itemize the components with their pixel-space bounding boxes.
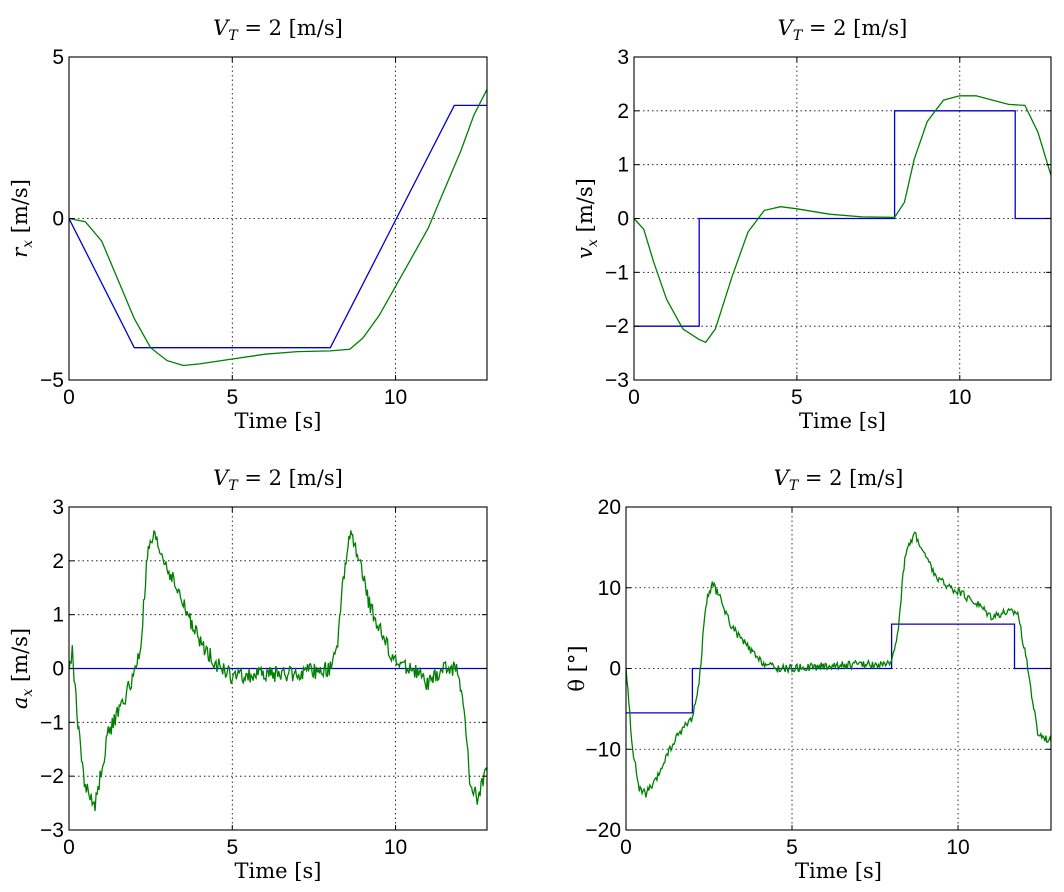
- x-axis-label: Time [s]: [235, 409, 322, 433]
- x-tick-label: 0: [63, 386, 75, 409]
- y-tick-label: −1: [40, 711, 64, 734]
- y-tick-label: 0: [617, 208, 629, 231]
- reference-series-line: [634, 110, 1051, 327]
- y-tick-label: 3: [617, 46, 629, 69]
- y-axis-label: rx [m/s]: [8, 179, 36, 258]
- y-tick-label: −5: [40, 369, 64, 392]
- y-tick-label: 1: [617, 154, 629, 177]
- response-series-line: [634, 95, 1051, 344]
- chart-title: VT = 2 [m/s]: [213, 16, 343, 44]
- y-tick-label: −3: [605, 369, 629, 392]
- x-tick-label: 5: [226, 386, 238, 409]
- y-tick-label: 2: [617, 100, 629, 123]
- x-tick-label: 5: [791, 386, 803, 409]
- x-tick-label: 0: [620, 836, 632, 859]
- y-tick-label: 0: [609, 658, 621, 681]
- y-axis-label: ax [m/s]: [8, 628, 36, 709]
- y-axis-label: θ [°]: [565, 645, 589, 691]
- response-series-line: [69, 89, 487, 367]
- y-tick-label: 0: [52, 208, 64, 231]
- subplot-2: 0 5 10 −3 −2 −1 0 1 2 3 VT = 2 [m/s] Time [s] vx [m/…: [573, 16, 1052, 433]
- y-tick-label: 2: [52, 550, 64, 573]
- x-tick-label: 0: [628, 386, 640, 409]
- response-series-line: [69, 529, 487, 812]
- y-tick-label: 10: [598, 577, 621, 600]
- x-axis-label: Time [s]: [799, 409, 886, 433]
- x-tick-label: 10: [946, 836, 969, 859]
- x-tick-label: 5: [786, 836, 798, 859]
- y-tick-label: −2: [40, 765, 64, 788]
- x-tick-label: 5: [226, 836, 238, 859]
- y-axis-label: vx [m/s]: [573, 178, 601, 259]
- chart-title: VT = 2 [m/s]: [774, 466, 904, 494]
- reference-series-line: [626, 623, 1051, 714]
- x-tick-label: 10: [384, 836, 407, 859]
- subplot-4: 0 5 10 −20 −10 0 10 20 VT = 2 [m/s] Time [s] θ [°]: [565, 466, 1052, 883]
- reference-series-line: [69, 104, 487, 349]
- y-tick-label: 5: [52, 46, 64, 69]
- subplot-3: 0 5 10 −3 −2 −1 0 1 2 3 VT = 2 [m/s] Time [s] ax [m/…: [8, 466, 488, 883]
- y-tick-label: 1: [52, 604, 64, 627]
- y-tick-label: 20: [598, 496, 621, 519]
- x-axis-label: Time [s]: [795, 859, 882, 883]
- y-tick-label: −20: [585, 819, 621, 842]
- chart-title: VT = 2 [m/s]: [213, 466, 343, 494]
- y-tick-label: −1: [605, 261, 629, 284]
- response-series-line: [626, 531, 1051, 798]
- x-tick-label: 0: [63, 836, 75, 859]
- y-tick-label: −2: [605, 315, 629, 338]
- x-axis-label: Time [s]: [235, 859, 322, 883]
- y-tick-label: 0: [52, 658, 64, 681]
- x-tick-label: 10: [384, 386, 407, 409]
- y-tick-label: −3: [40, 819, 64, 842]
- chart-title: VT = 2 [m/s]: [778, 16, 908, 44]
- y-tick-label: −10: [585, 738, 621, 761]
- x-tick-label: 10: [948, 386, 971, 409]
- plot-frame: [68, 56, 488, 381]
- y-tick-label: 3: [52, 496, 64, 519]
